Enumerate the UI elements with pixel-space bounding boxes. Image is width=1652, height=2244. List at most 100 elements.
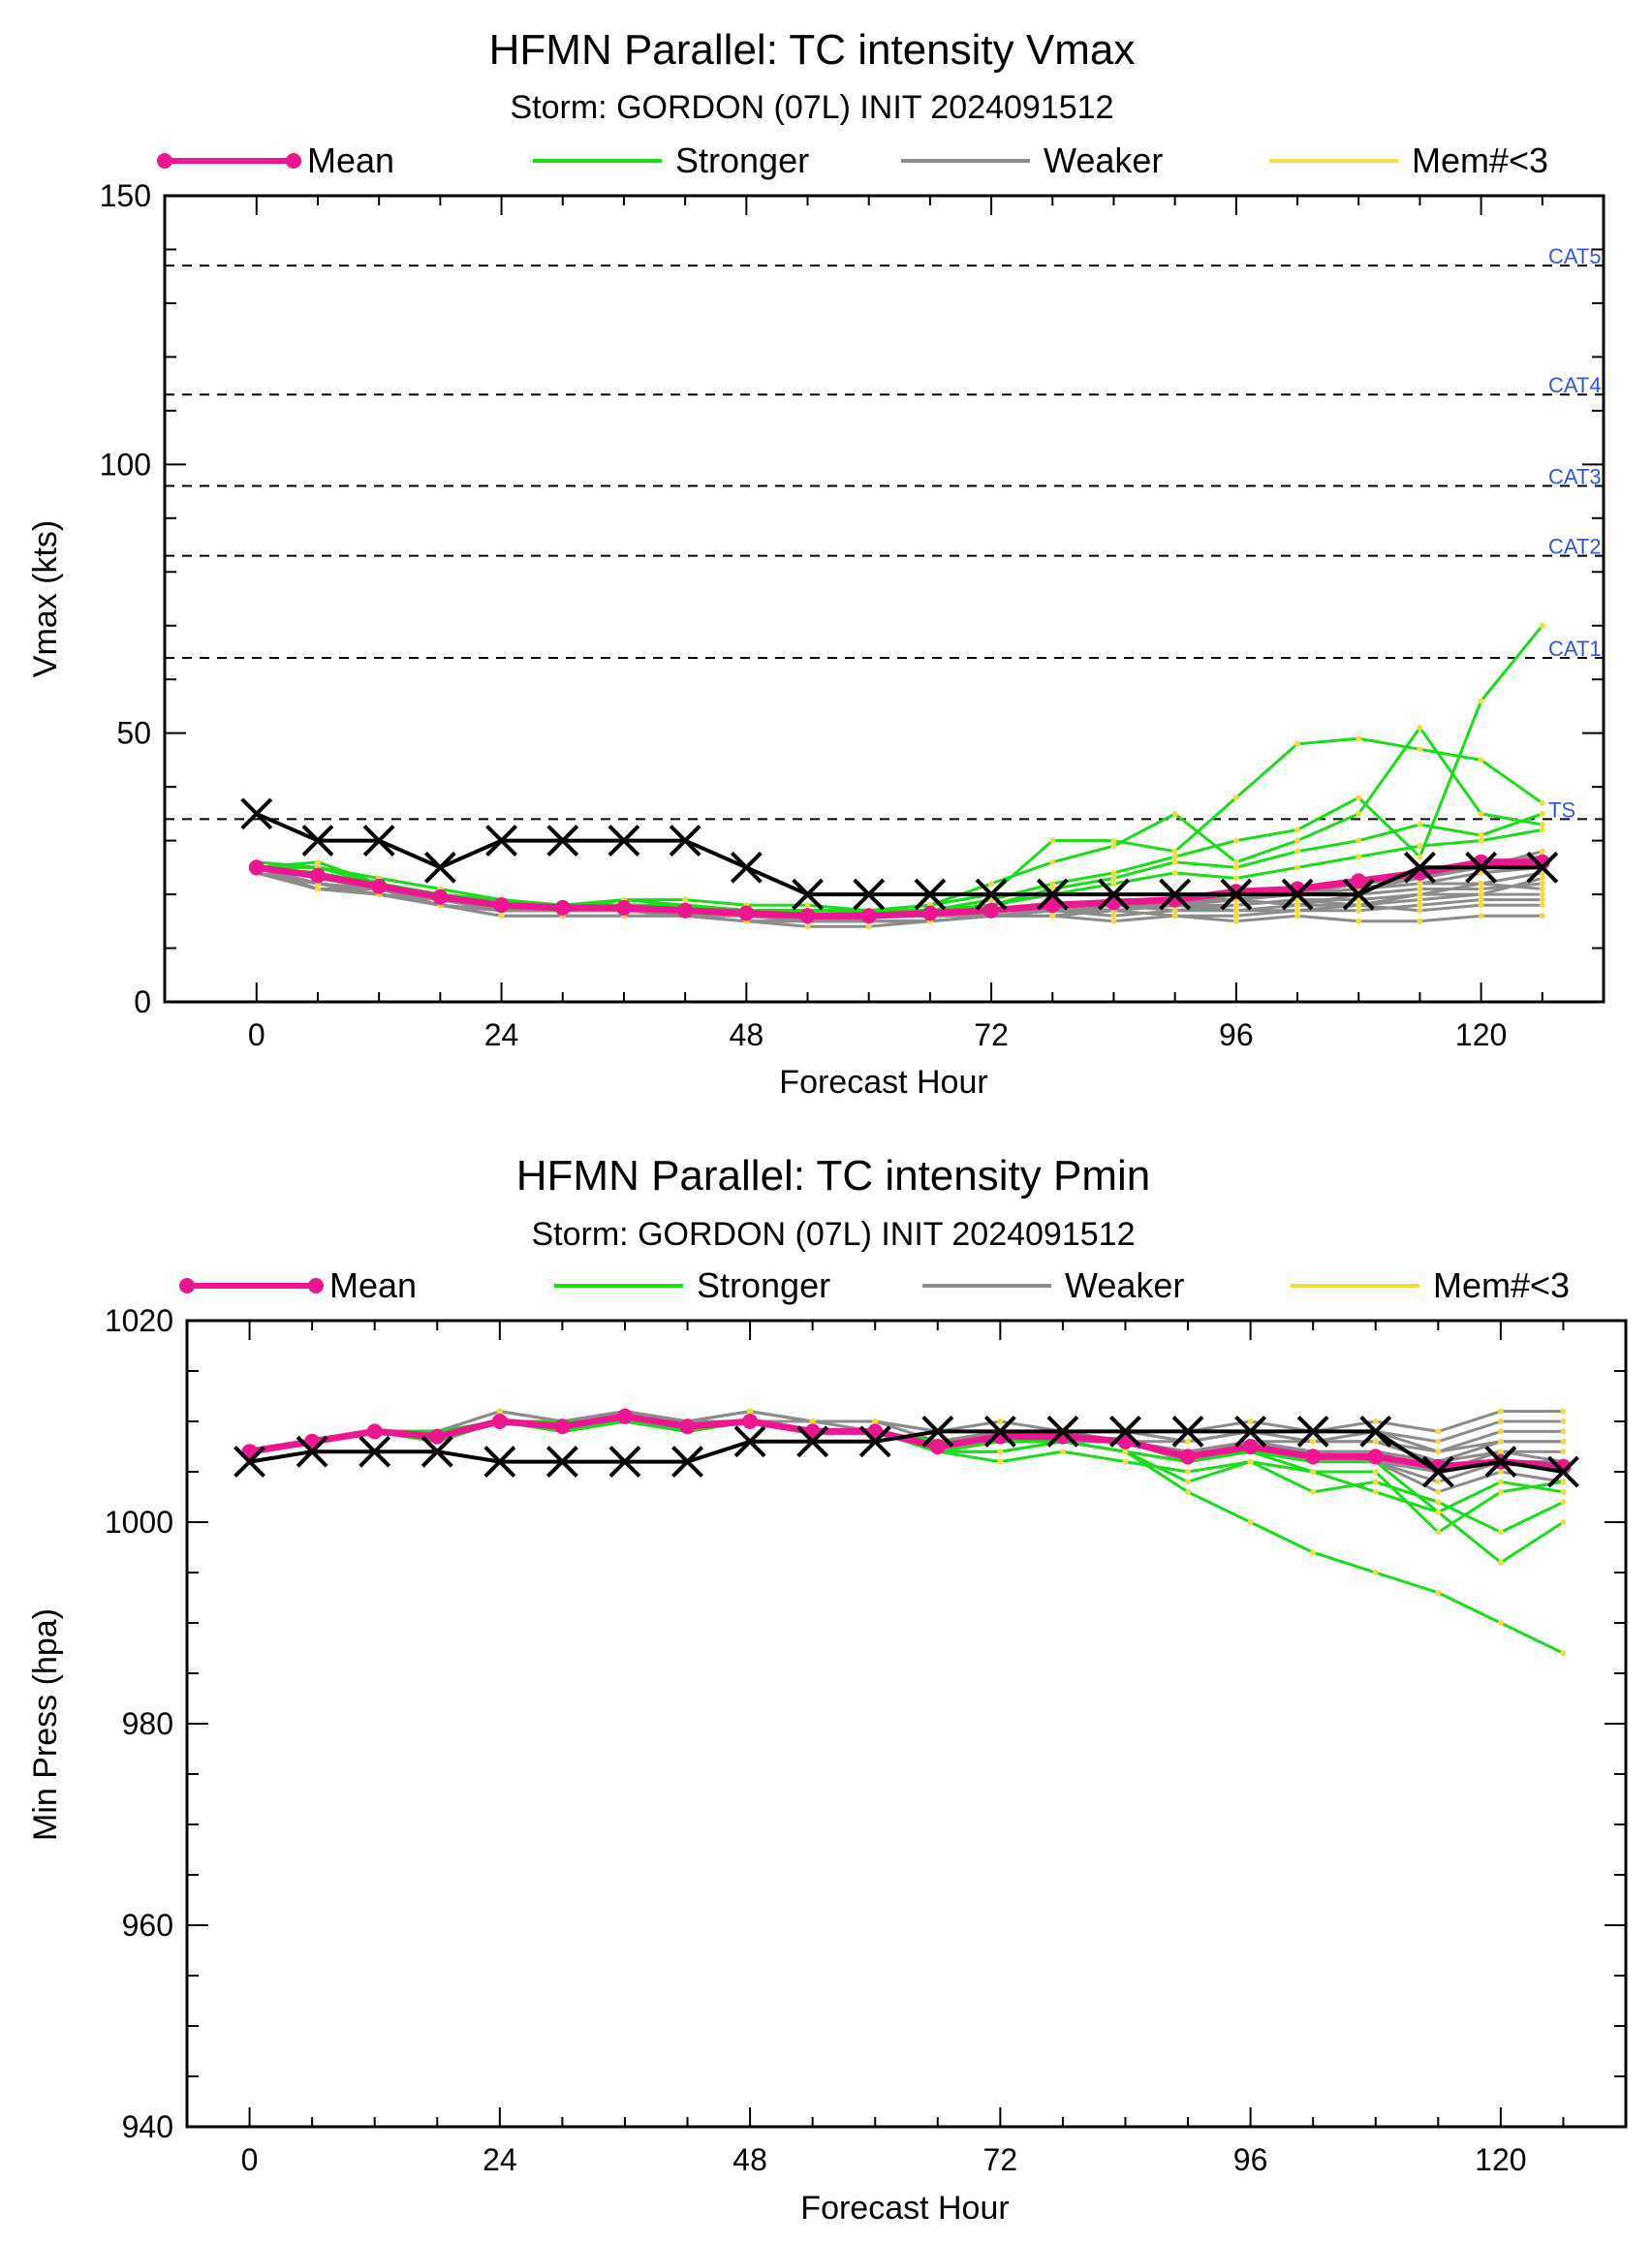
mean-point: [738, 905, 755, 921]
member-point: [1478, 837, 1484, 844]
member-point: [1560, 1428, 1567, 1435]
observed-point-marker: [1098, 878, 1130, 911]
member-point: [1294, 740, 1301, 747]
member-point: [1294, 902, 1301, 909]
observed-point-marker: [914, 878, 947, 911]
mean-point: [1180, 1449, 1197, 1465]
observed-point-marker: [483, 1446, 516, 1479]
member-point: [1560, 1488, 1567, 1495]
mean-point: [615, 899, 632, 916]
member-point: [1049, 837, 1056, 844]
pmin-axes: 0 24 48 72 96 120 940 960 980 1000 1020: [105, 1303, 1627, 2177]
member-point: [1185, 1469, 1192, 1475]
y-tick-label: 50: [116, 716, 151, 751]
member-point: [1310, 1549, 1317, 1556]
observed-point-marker: [423, 851, 456, 884]
member-point: [1110, 880, 1117, 887]
member-point: [1294, 837, 1301, 844]
vmax-threshold-lines: CAT5 CAT4 CAT3 CAT2 CAT1 TS: [165, 244, 1604, 822]
member-point: [1417, 843, 1423, 850]
member-point: [1294, 826, 1301, 833]
mean-point: [309, 867, 326, 884]
x-tick-label: 120: [1475, 2142, 1526, 2177]
member-point: [1356, 795, 1362, 801]
member-point: [1478, 832, 1484, 839]
member-point: [1539, 880, 1545, 887]
x-tick-label: 96: [1219, 1017, 1254, 1052]
member-point: [1122, 1458, 1129, 1465]
member-point: [1417, 907, 1423, 914]
legend-mean-marker: [286, 153, 301, 169]
member-point: [1539, 848, 1545, 855]
observed-point-marker: [983, 1415, 1016, 1448]
observed-point-marker: [796, 1425, 829, 1458]
member-point: [1110, 918, 1117, 924]
observed-point-marker: [296, 1435, 328, 1468]
mean-point: [366, 1423, 383, 1440]
member-point: [1310, 1438, 1317, 1445]
y-tick-label: 0: [134, 984, 151, 1019]
x-tick-label: 24: [484, 1017, 519, 1052]
legend-stronger-label: Stronger: [697, 1265, 830, 1305]
mean-point: [616, 1408, 633, 1424]
member-point: [1478, 757, 1484, 764]
member-point: [1049, 858, 1056, 865]
mean-point: [491, 1414, 508, 1429]
member-point: [1539, 622, 1545, 629]
x-tick-label: 48: [732, 2142, 767, 2177]
member-point: [1539, 810, 1545, 817]
member-point: [1171, 810, 1178, 817]
mean-point: [1242, 1439, 1259, 1454]
y-tick-label: 960: [122, 1908, 173, 1943]
y-tick-label: 100: [100, 447, 151, 482]
member-point: [747, 1408, 754, 1415]
member-point: [1497, 1469, 1504, 1475]
member-point: [1356, 837, 1362, 844]
mean-point: [929, 1439, 946, 1454]
member-point: [1185, 1488, 1192, 1495]
member-point: [498, 913, 505, 919]
observed-point-marker: [301, 825, 334, 857]
mean-point: [371, 878, 388, 894]
mean-point: [677, 902, 694, 919]
member-point: [997, 1449, 1004, 1455]
observed-point-marker: [671, 1446, 703, 1479]
mean-point: [1044, 897, 1061, 914]
mean-point: [554, 1418, 571, 1435]
observed-point-marker: [1171, 1415, 1204, 1448]
member-point: [1372, 1488, 1379, 1495]
member-point: [1294, 864, 1301, 871]
observed-point-marker: [1484, 1446, 1517, 1479]
member-point: [865, 923, 872, 930]
observed-point-marker: [1036, 878, 1069, 911]
mean-point: [554, 899, 571, 916]
member-point: [1539, 875, 1545, 882]
member-point: [1497, 1529, 1504, 1536]
mean-point: [679, 1418, 696, 1435]
y-tick-label: 980: [122, 1706, 173, 1741]
member-point: [1417, 918, 1423, 924]
member-point: [1478, 886, 1484, 892]
member-point: [1110, 869, 1117, 876]
x-tick-label: 48: [730, 1017, 764, 1052]
observed-point-marker: [1281, 878, 1314, 911]
observed-point-marker: [1547, 1455, 1579, 1488]
legend-mean-marker: [157, 153, 172, 169]
member-point: [1356, 854, 1362, 860]
y-tick-label: 1000: [105, 1505, 173, 1540]
pmin-chart-title: HFMN Parallel: TC intensity Pmin: [516, 1152, 1150, 1200]
legend-mean-marker: [308, 1278, 324, 1293]
member-point: [1560, 1650, 1567, 1657]
member-point: [1497, 1418, 1504, 1424]
member-point: [1059, 1449, 1066, 1455]
threshold-label-cat4: CAT4: [1548, 373, 1602, 397]
x-tick-label: 0: [241, 2142, 259, 2177]
legend-mean-label: Mean: [307, 140, 394, 180]
threshold-label-cat1: CAT1: [1548, 637, 1602, 661]
x-tick-label: 72: [983, 2142, 1018, 2177]
threshold-label-cat2: CAT2: [1548, 535, 1602, 559]
member-point: [1539, 891, 1545, 898]
y-tick-label: 1020: [105, 1303, 173, 1338]
member-point: [1435, 1509, 1442, 1515]
legend-weaker-label: Weaker: [1044, 140, 1163, 180]
